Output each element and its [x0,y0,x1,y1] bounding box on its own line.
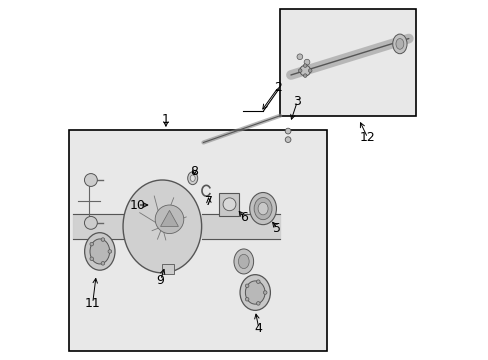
Ellipse shape [238,254,248,269]
Text: 11: 11 [84,297,101,310]
Circle shape [298,69,302,72]
Circle shape [245,297,248,301]
Ellipse shape [190,175,195,181]
Text: 8: 8 [190,165,198,177]
Circle shape [285,137,290,143]
Ellipse shape [249,193,276,225]
Text: 1: 1 [162,113,169,126]
Circle shape [90,242,93,246]
Circle shape [308,69,311,72]
Ellipse shape [254,198,271,220]
Ellipse shape [245,281,264,304]
Circle shape [90,257,93,261]
FancyBboxPatch shape [162,264,173,274]
Circle shape [299,65,310,76]
Text: 6: 6 [240,211,248,224]
Circle shape [303,64,306,67]
Ellipse shape [392,34,406,54]
Ellipse shape [240,275,270,310]
Ellipse shape [123,180,201,273]
Polygon shape [160,210,178,226]
Circle shape [303,74,306,77]
Circle shape [155,205,183,234]
Ellipse shape [84,233,115,270]
Circle shape [304,59,309,65]
Ellipse shape [395,39,403,49]
Circle shape [101,262,104,265]
Ellipse shape [233,249,253,274]
Circle shape [263,291,266,294]
Ellipse shape [258,202,267,215]
Ellipse shape [187,172,197,185]
Text: 9: 9 [156,274,164,287]
Circle shape [84,174,97,186]
Circle shape [101,238,104,241]
Circle shape [84,216,97,229]
Text: 2: 2 [274,81,282,94]
Circle shape [223,198,235,211]
Circle shape [296,54,302,60]
Circle shape [256,280,260,283]
FancyBboxPatch shape [219,193,239,216]
Text: 4: 4 [254,322,262,335]
Text: 5: 5 [273,222,281,235]
Text: 12: 12 [359,131,375,144]
Text: 7: 7 [204,195,212,208]
Bar [69,130,326,351]
Circle shape [256,302,260,305]
Bar [280,9,415,116]
Ellipse shape [90,239,109,264]
Circle shape [245,284,248,288]
Text: 10: 10 [129,198,145,212]
Text: 3: 3 [293,95,301,108]
Circle shape [108,249,111,253]
Circle shape [285,128,290,134]
